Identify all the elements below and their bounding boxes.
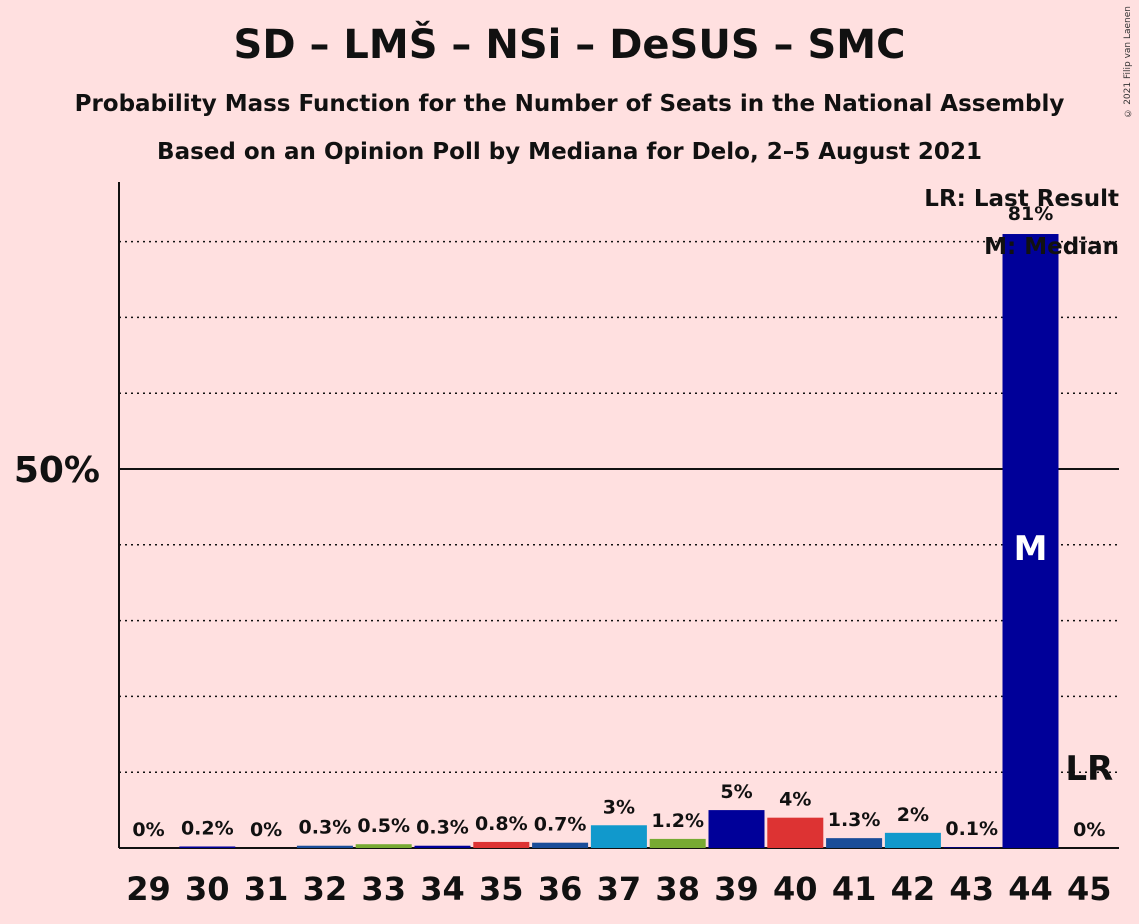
x-tick-label: 31 bbox=[244, 870, 289, 908]
x-tick-label: 43 bbox=[949, 870, 994, 908]
data-label: 0% bbox=[132, 819, 164, 841]
data-label: 0.7% bbox=[534, 814, 587, 836]
data-label: 4% bbox=[779, 789, 811, 811]
data-label: 0.3% bbox=[416, 817, 469, 839]
data-label: 1.2% bbox=[651, 810, 704, 832]
x-tick-label: 44 bbox=[1008, 870, 1053, 908]
x-tick-label: 35 bbox=[479, 870, 524, 908]
x-tick-label: 42 bbox=[891, 870, 936, 908]
bar bbox=[296, 845, 353, 848]
last-result-marker: LR bbox=[1065, 749, 1113, 789]
y-tick-label-50: 50% bbox=[14, 450, 100, 491]
x-tick-label: 39 bbox=[714, 870, 759, 908]
bar bbox=[532, 842, 589, 848]
data-label: 0% bbox=[250, 819, 282, 841]
bar bbox=[708, 810, 765, 848]
x-tick-label: 45 bbox=[1067, 870, 1112, 908]
chart-subtitle: Probability Mass Function for the Number… bbox=[74, 91, 1065, 117]
data-label: 0.3% bbox=[299, 817, 352, 839]
data-label: 0.5% bbox=[357, 815, 410, 837]
bar bbox=[943, 847, 1000, 848]
data-label: 5% bbox=[720, 781, 752, 803]
data-label: 2% bbox=[897, 804, 929, 826]
x-tick-label: 32 bbox=[303, 870, 348, 908]
x-tick-label: 38 bbox=[655, 870, 700, 908]
median-marker: M bbox=[1014, 529, 1048, 569]
data-label: 0.1% bbox=[945, 818, 998, 840]
x-tick-label: 40 bbox=[773, 870, 818, 908]
data-label: 3% bbox=[603, 796, 635, 818]
bar bbox=[826, 838, 883, 848]
data-label: 81% bbox=[1008, 203, 1053, 225]
bar bbox=[649, 838, 706, 848]
bar bbox=[590, 825, 647, 848]
x-tick-label: 30 bbox=[185, 870, 230, 908]
bar bbox=[767, 817, 824, 848]
data-label: 0.8% bbox=[475, 813, 528, 835]
x-tick-label: 37 bbox=[597, 870, 642, 908]
x-tick-label: 29 bbox=[126, 870, 171, 908]
legend-median: M: Median bbox=[984, 234, 1119, 260]
data-label: 1.3% bbox=[828, 809, 881, 831]
legend-last-result: LR: Last Result bbox=[924, 186, 1119, 212]
x-tick-label: 41 bbox=[832, 870, 877, 908]
bar bbox=[1002, 234, 1059, 848]
x-tick-label: 34 bbox=[420, 870, 465, 908]
bar bbox=[884, 832, 941, 848]
chart-title: SD – LMŠ – NSi – DeSUS – SMC bbox=[233, 22, 906, 68]
bar bbox=[473, 841, 530, 848]
x-tick-label: 33 bbox=[361, 870, 406, 908]
data-label: 0.2% bbox=[181, 817, 234, 839]
bar bbox=[355, 844, 412, 848]
x-tick-label: 36 bbox=[538, 870, 583, 908]
chart-subtitle-source: Based on an Opinion Poll by Mediana for … bbox=[157, 139, 982, 165]
data-label: 0% bbox=[1073, 819, 1105, 841]
bar bbox=[414, 845, 471, 848]
bar bbox=[179, 846, 236, 848]
